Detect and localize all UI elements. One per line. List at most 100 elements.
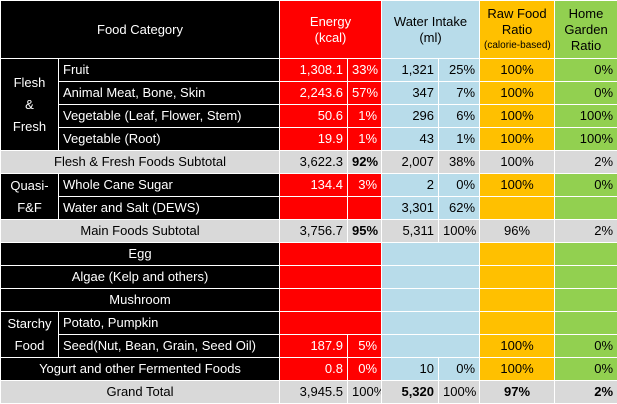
group-flesh-fresh: Flesh & Fresh	[0, 58, 59, 151]
energy-percent: 100%	[346, 380, 383, 404]
group-label: Starchy	[7, 315, 52, 331]
home-empty	[554, 265, 617, 289]
water-value: 43	[381, 127, 440, 151]
row-label: Whole Cane Sugar	[58, 173, 280, 197]
raw-ratio: 100%	[479, 58, 556, 82]
subtotal-row: Main Foods Subtotal 3,756.7 95% 5,311 10…	[0, 219, 617, 243]
home-empty	[554, 311, 617, 335]
group-label: F&F	[17, 199, 42, 215]
home-ratio: 0%	[554, 58, 617, 82]
group-quasi-ff: Quasi- F&F	[0, 173, 59, 220]
home-ratio: 0%	[554, 81, 617, 105]
water-empty	[381, 242, 481, 266]
water-percent: 100%	[438, 380, 481, 404]
raw-empty	[479, 288, 556, 312]
header-raw-line2: Ratio	[501, 21, 533, 37]
table-row: Yogurt and other Fermented Foods 0.8 0% …	[0, 357, 617, 381]
water-value: 2	[381, 173, 440, 197]
header-water-label: Water Intake	[393, 13, 468, 29]
header-home-line1: Home	[568, 5, 604, 21]
table-row: Seed(Nut, Bean, Grain, Seed Oil) 187.9 5…	[1, 334, 617, 358]
header-water: Water Intake (ml)	[381, 0, 481, 59]
group-label: &	[25, 96, 34, 112]
row-label: Seed(Nut, Bean, Grain, Seed Oil)	[58, 334, 280, 358]
row-label: Potato, Pumpkin	[58, 311, 280, 335]
table-row: Quasi- F&F Whole Cane Sugar 134.4 3% 2 0…	[0, 173, 617, 220]
water-empty	[381, 311, 481, 335]
table-row: Flesh & Fresh Fruit 1,308.1 33% 1,321 25…	[0, 58, 617, 151]
row-label: Flesh & Fresh Foods Subtotal	[0, 150, 280, 174]
water-value: 5,311	[381, 219, 440, 243]
header-raw-line1: Raw Food	[487, 5, 547, 21]
energy-value: 0.8	[279, 357, 348, 381]
water-percent: 25%	[438, 58, 481, 82]
row-label: Fruit	[58, 58, 280, 82]
energy-value: 19.9	[279, 127, 348, 151]
row-label: Main Foods Subtotal	[0, 219, 280, 243]
header-home-line2: Garden	[564, 21, 608, 37]
raw-ratio: 100%	[479, 127, 556, 151]
energy-percent: 0%	[346, 357, 383, 381]
table-row: Mushroom	[0, 288, 617, 312]
group-label: Flesh	[13, 74, 46, 90]
energy-percent: 57%	[346, 81, 383, 105]
energy-percent: 1%	[346, 104, 383, 128]
row-label: Algae (Kelp and others)	[0, 265, 280, 289]
home-ratio: 0%	[554, 173, 617, 197]
energy-value: 134.4	[279, 173, 348, 197]
energy-value	[279, 196, 348, 220]
energy-value: 3,945.5	[279, 380, 348, 404]
raw-ratio	[479, 196, 556, 220]
water-percent: 100%	[438, 219, 481, 243]
energy-empty	[278, 288, 383, 312]
row-label: Vegetable (Root)	[58, 127, 280, 151]
energy-value: 187.9	[279, 334, 348, 358]
row-label: Grand Total	[0, 380, 280, 404]
energy-value: 3,622.3	[279, 150, 348, 174]
raw-ratio: 100%	[479, 334, 556, 358]
energy-value: 2,243.6	[279, 81, 348, 105]
table-row: Algae (Kelp and others)	[0, 265, 617, 289]
energy-percent: 3%	[346, 173, 383, 197]
group-label: Fresh	[12, 118, 47, 134]
water-percent: 0%	[438, 357, 481, 381]
home-ratio: 0%	[554, 357, 617, 381]
home-ratio: 100%	[554, 127, 617, 151]
water-percent: 1%	[438, 127, 481, 151]
table-row: Egg	[0, 242, 617, 266]
row-label: Vegetable (Leaf, Flower, Stem)	[58, 104, 280, 128]
raw-empty	[479, 265, 556, 289]
water-empty	[381, 334, 481, 358]
raw-ratio: 100%	[479, 173, 556, 197]
header-water-unit: (ml)	[419, 29, 442, 45]
table-row: Water and Salt (DEWS) 3,301 62%	[1, 196, 617, 220]
water-value: 296	[381, 104, 440, 128]
raw-ratio: 96%	[479, 219, 556, 243]
raw-empty	[479, 311, 556, 335]
home-ratio	[554, 196, 617, 220]
table-row: Animal Meat, Bone, Skin 2,243.6 57% 347 …	[1, 81, 617, 105]
energy-percent	[346, 196, 383, 220]
water-empty	[381, 288, 481, 312]
water-value: 347	[381, 81, 440, 105]
header-food-category: Food Category	[0, 0, 280, 59]
header-row: Food Category Energy (kcal) Water Intake…	[0, 0, 617, 59]
water-value: 2,007	[381, 150, 440, 174]
header-home-line3: Ratio	[570, 37, 602, 53]
home-ratio: 100%	[554, 104, 617, 128]
row-label: Animal Meat, Bone, Skin	[58, 81, 280, 105]
header-energy-label: Energy	[309, 13, 352, 29]
header-home-garden-ratio: Home Garden Ratio	[554, 0, 617, 59]
energy-percent: 95%	[346, 219, 383, 243]
water-percent: 38%	[438, 150, 481, 174]
home-empty	[554, 288, 617, 312]
group-starchy-food: Starchy Food	[0, 311, 59, 358]
energy-value: 50.6	[279, 104, 348, 128]
home-empty	[554, 242, 617, 266]
raw-ratio: 100%	[479, 357, 556, 381]
energy-percent: 92%	[346, 150, 383, 174]
row-label: Egg	[0, 242, 280, 266]
energy-value: 3,756.7	[279, 219, 348, 243]
water-value: 10	[381, 357, 440, 381]
